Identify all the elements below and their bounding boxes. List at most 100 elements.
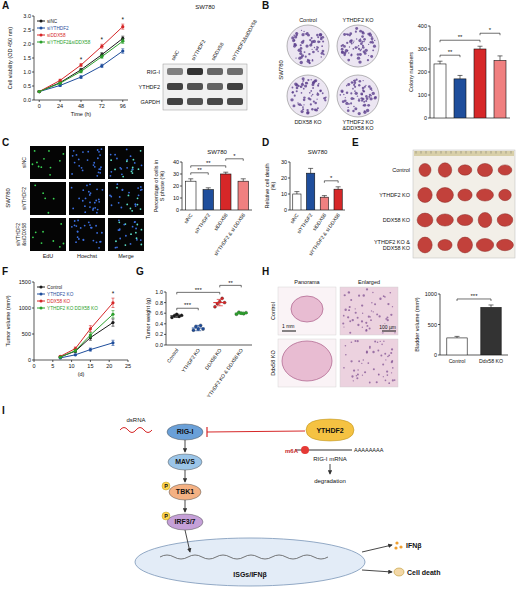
legend-line — [37, 294, 45, 295]
cell-nucleus — [366, 351, 368, 353]
error-bar — [174, 314, 180, 317]
text-line: DDX58 KO — [383, 217, 411, 223]
ruler-tick — [511, 151, 512, 154]
colony — [349, 46, 350, 47]
y-tick-label: 0 — [284, 207, 287, 213]
point — [100, 64, 103, 67]
cell-nucleus — [377, 342, 379, 344]
error-bar — [188, 179, 193, 181]
x-tick-label: siYTHDF2 & si DDX58 — [307, 212, 341, 257]
significance-bracket — [191, 166, 226, 168]
colony — [308, 53, 310, 55]
error-bar — [100, 64, 103, 67]
colony — [296, 90, 298, 92]
colony — [373, 45, 376, 48]
cell-nucleus — [370, 319, 372, 321]
colony — [295, 32, 298, 35]
colony — [322, 40, 324, 42]
colony — [343, 54, 346, 57]
phospho-label: P — [164, 513, 168, 519]
colony — [371, 36, 373, 38]
colony — [305, 34, 307, 36]
colony — [370, 95, 371, 96]
cell-nucleus — [362, 313, 363, 314]
y-tick-label: 0 — [28, 357, 31, 363]
nucleus-stain — [89, 183, 91, 185]
tumor — [458, 165, 472, 175]
nucleus-stain — [132, 169, 134, 171]
cell-nucleus — [392, 367, 394, 369]
colony — [358, 39, 361, 42]
colony — [341, 48, 344, 51]
nucleus-stain — [80, 227, 82, 229]
panorama-image — [278, 339, 336, 387]
y-tick-label: 500 — [22, 331, 31, 337]
colony — [353, 40, 354, 41]
x-axis — [166, 345, 252, 346]
nucleus-stain — [83, 239, 85, 241]
colony — [358, 45, 359, 46]
enlarged-image — [340, 287, 398, 335]
y-tick — [180, 162, 182, 163]
nucleus-stain — [134, 203, 136, 205]
legend-line — [37, 28, 45, 29]
nucleus-stain — [119, 167, 121, 169]
x-tick-label: 10 — [69, 363, 75, 369]
nucleus-stain — [94, 202, 96, 204]
colony — [294, 35, 297, 38]
colony — [312, 60, 314, 62]
colony — [302, 106, 304, 108]
colony — [351, 54, 353, 56]
nucleus-stain — [116, 158, 118, 160]
legend-label: siDDX58 — [47, 33, 66, 38]
lane-label: siYTHDF2&siDDX58 — [230, 18, 258, 61]
cell-line-label: SW780 — [5, 188, 11, 208]
significance: ** — [206, 160, 211, 166]
colony — [309, 98, 311, 100]
colony — [352, 110, 354, 112]
colony — [303, 99, 306, 102]
y-tick — [164, 345, 166, 346]
colony — [353, 84, 355, 86]
colony — [362, 32, 365, 35]
text-line: Control — [270, 302, 276, 320]
y-tick-label: 2.5 — [23, 27, 31, 33]
cell-nucleus — [343, 326, 344, 327]
nucleus-stain — [76, 154, 78, 156]
text-line: &siDDX58 — [21, 223, 27, 246]
colony — [307, 79, 309, 81]
nucleus-stain — [121, 189, 123, 191]
colony — [301, 30, 302, 31]
text-line: siNC — [21, 157, 27, 168]
culture-dish — [287, 25, 329, 67]
legend-label: YTHDF2 KO DDX58 KO — [47, 306, 98, 311]
colony — [345, 102, 348, 105]
colony — [366, 109, 369, 112]
bar — [238, 181, 249, 210]
y-tick-label: 1.0 — [23, 69, 31, 75]
x-tick-label: 0 — [32, 363, 35, 369]
colony — [371, 41, 374, 44]
colony — [348, 103, 350, 105]
nucleus-stain — [141, 189, 143, 191]
colony — [309, 39, 311, 41]
nucleus-stain — [74, 162, 76, 164]
colony — [347, 83, 350, 86]
colony — [319, 33, 322, 36]
legend-marker — [40, 20, 43, 23]
colony — [343, 94, 344, 95]
nucleus-stain — [134, 162, 136, 164]
point — [38, 90, 41, 93]
tumor — [438, 239, 452, 250]
tumor — [478, 212, 492, 227]
pathway-node — [169, 484, 201, 500]
error-bar — [111, 340, 114, 345]
nucleus-stain — [86, 184, 88, 186]
y-tick-label: 0.0 — [155, 342, 163, 348]
nucleus-stain — [59, 246, 61, 248]
cell-nucleus — [390, 352, 392, 354]
cell-nucleus — [349, 320, 351, 322]
panorama-image — [278, 287, 336, 335]
panel-letter: E — [352, 137, 359, 148]
nucleus-stain — [78, 198, 80, 200]
